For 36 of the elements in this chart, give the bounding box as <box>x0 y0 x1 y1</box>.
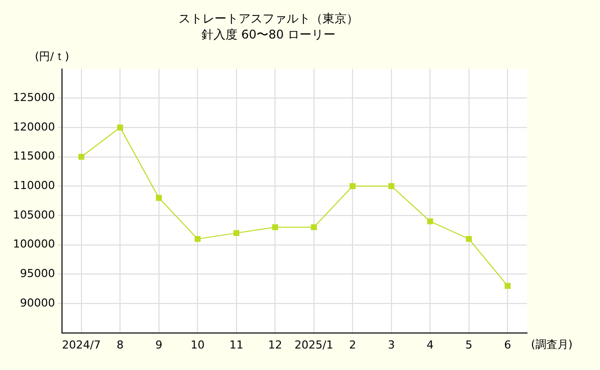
point <box>504 282 511 289</box>
point <box>233 230 240 236</box>
x-tick-label: 2025/1 <box>294 338 334 352</box>
point <box>156 194 162 201</box>
point <box>78 154 84 160</box>
point <box>350 183 356 190</box>
y-tick-label: 100000 <box>12 238 55 251</box>
x-tick-label: 8 <box>116 338 124 352</box>
y-tick-label: 90000 <box>20 296 55 310</box>
x-tick-label: 3 <box>388 338 395 352</box>
point <box>310 224 317 230</box>
x-tick-label: 4 <box>426 338 434 352</box>
x-tick-label: 2024/7 <box>62 338 101 352</box>
point <box>427 218 434 224</box>
y-tick-label: 110000 <box>12 178 55 192</box>
y-tick-label: 120000 <box>12 120 55 134</box>
x-tick-label: 12 <box>268 338 282 352</box>
x-tick-label: 5 <box>465 338 472 352</box>
x-tick-label: 9 <box>155 338 162 352</box>
chart-subtitle: 針入度 60〜80 ローリー <box>201 28 336 42</box>
point <box>272 224 278 230</box>
y-axis-title: (円/ｔ) <box>34 50 70 64</box>
x-tick-label: 10 <box>190 338 205 352</box>
y-tick-label: 115000 <box>12 150 55 163</box>
x-tick-label: 6 <box>504 338 512 352</box>
y-tick-label: 125000 <box>12 90 55 104</box>
point <box>466 236 472 242</box>
point <box>388 183 394 190</box>
x-tick-label: 11 <box>229 338 244 352</box>
x-tick-label: 2 <box>349 338 356 352</box>
y-tick-label: 95000 <box>20 266 55 280</box>
y-tick-label: 105000 <box>12 208 55 222</box>
chart-title: ストレートアスファルト（東京） <box>178 11 358 26</box>
point <box>194 236 201 242</box>
point <box>117 124 124 130</box>
x-axis-title: (調査月) <box>531 338 573 352</box>
